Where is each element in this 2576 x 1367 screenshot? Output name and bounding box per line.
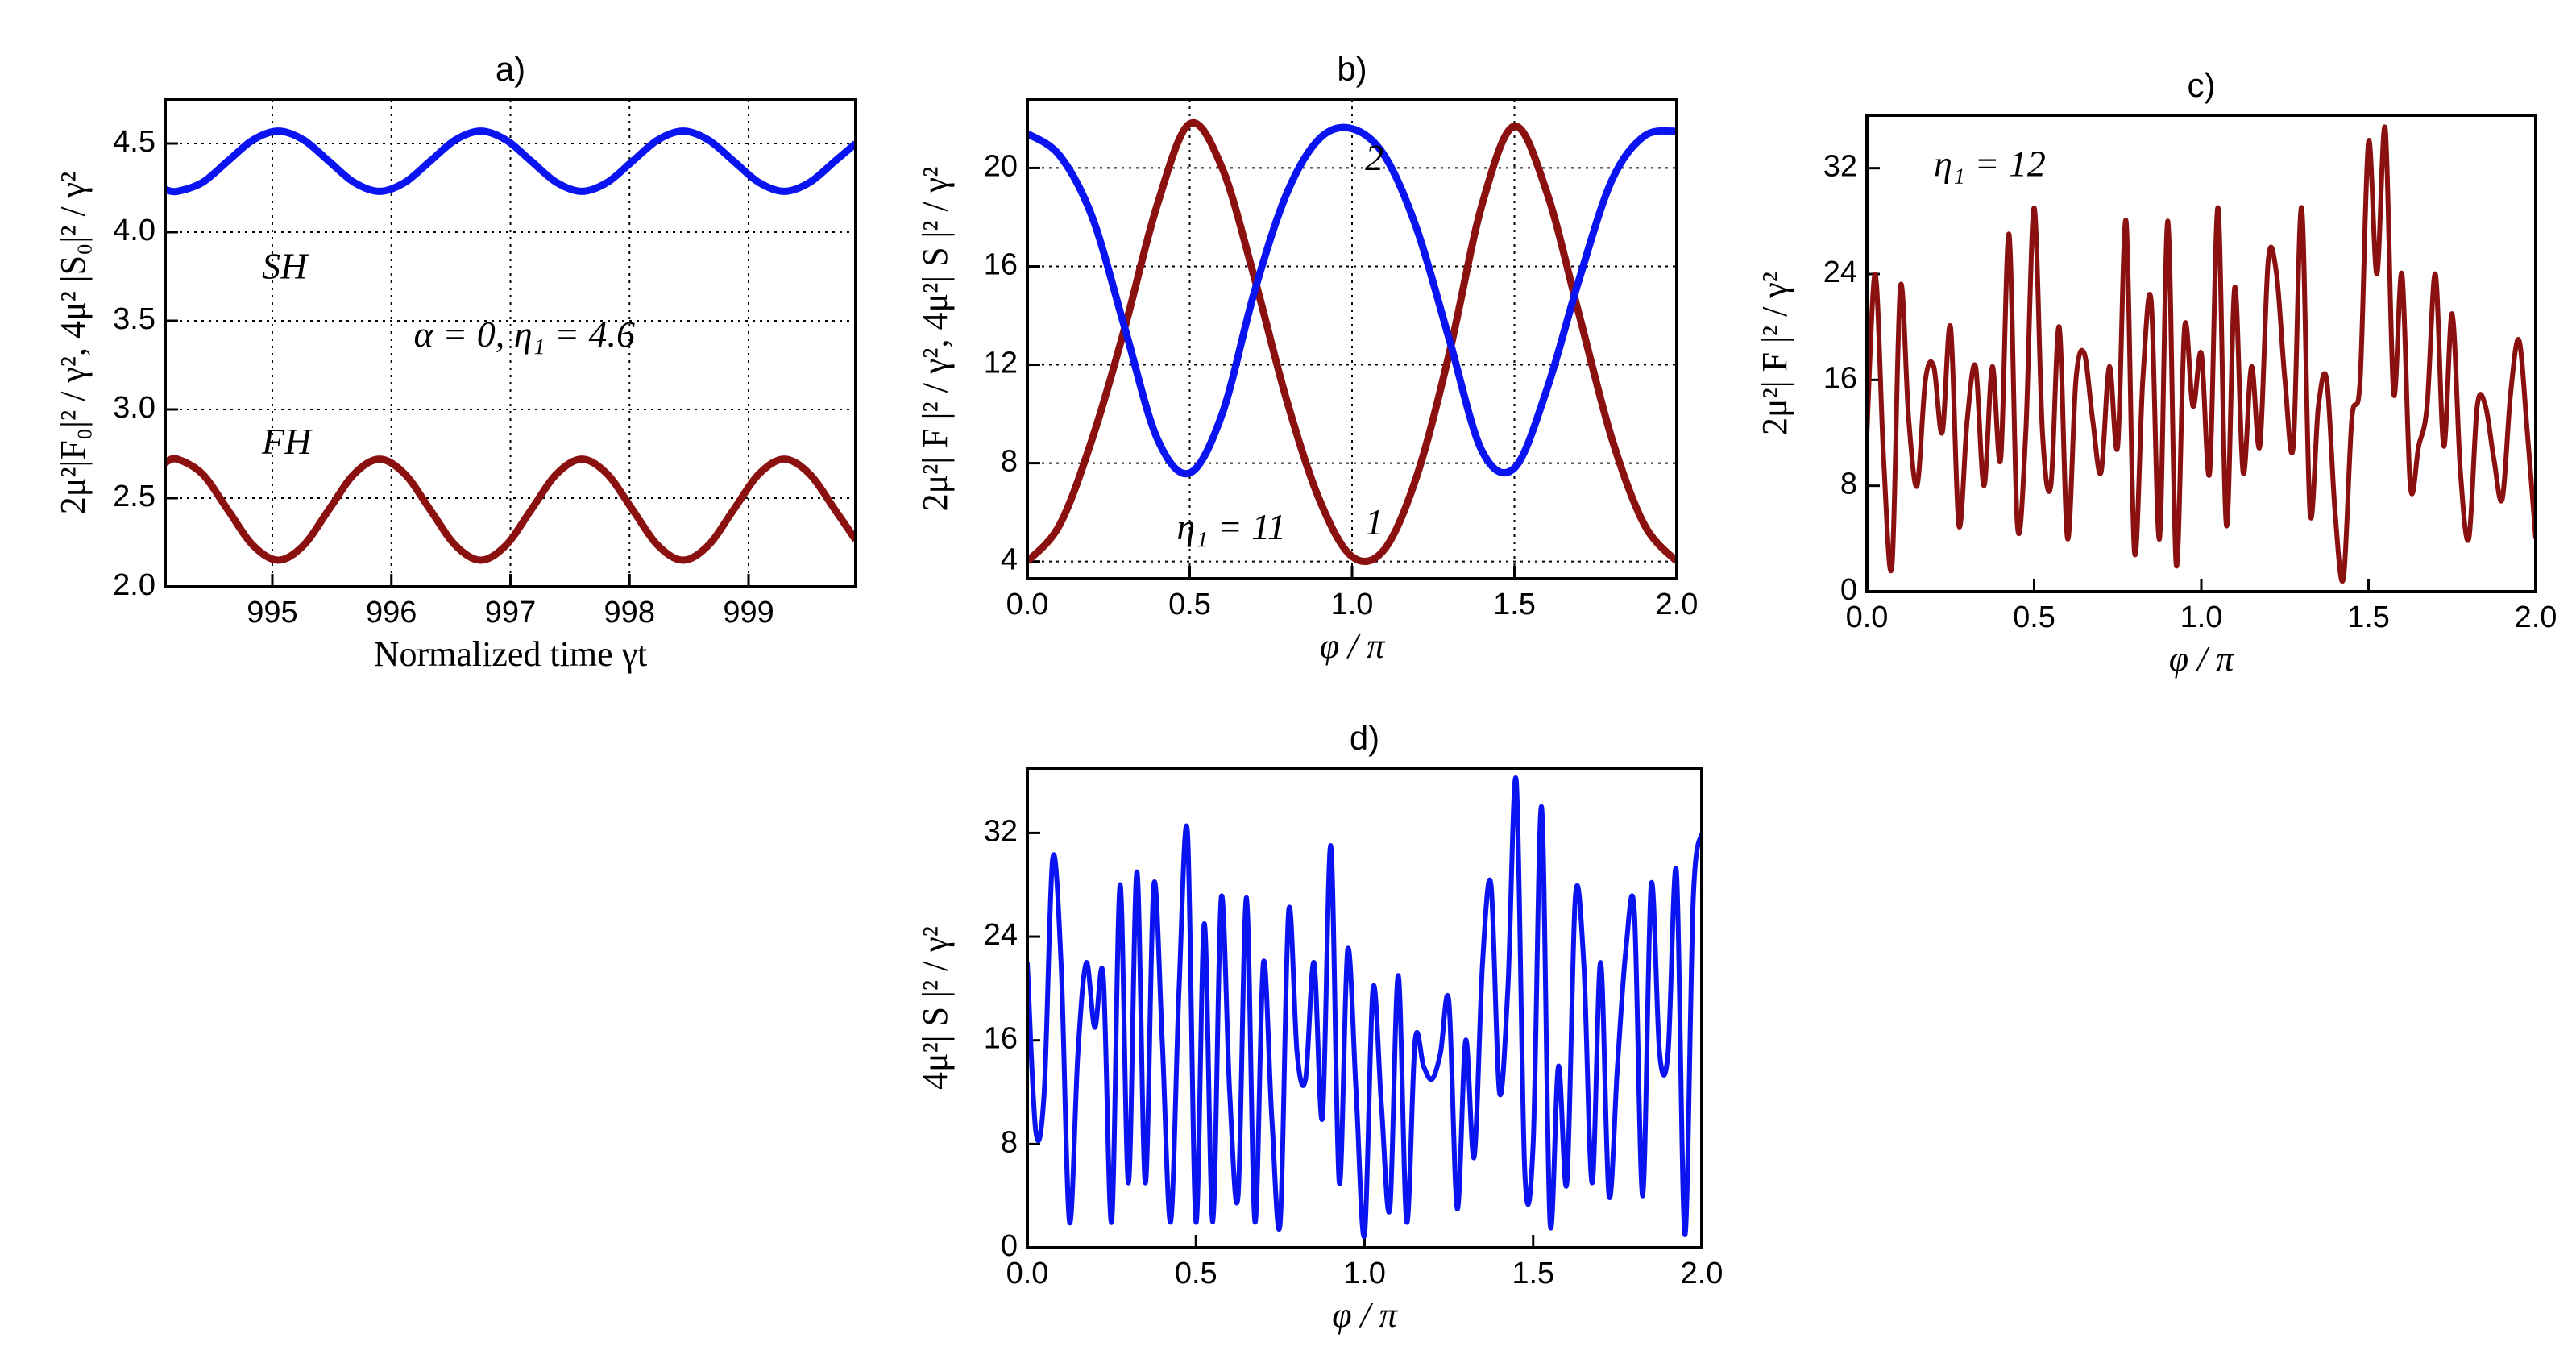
x-tick-label: 997 [485, 596, 536, 629]
data-line [1027, 118, 1677, 566]
y-tick-label: 4.0 [113, 214, 156, 247]
annotation: 2 [1365, 137, 1383, 178]
x-tick-label: 0.5 [2013, 600, 2055, 634]
x-tick-label: 999 [723, 596, 774, 629]
x-tick-label: 1.5 [1493, 588, 1536, 621]
x-tick-label: 1.0 [1343, 1257, 1386, 1290]
y-tick-label: 16 [1823, 361, 1857, 395]
y-axis-label: 4μ²| S |² / γ² [915, 926, 955, 1090]
data-line [165, 455, 856, 564]
annotation: η₁ = 11 [1176, 506, 1285, 547]
y-tick-label: 4 [1001, 543, 1018, 577]
y-tick-label: 12 [984, 347, 1018, 380]
data-line [165, 127, 856, 196]
x-tick-label: 2.0 [1681, 1257, 1724, 1290]
plot-frame [164, 98, 857, 588]
data-line [1867, 124, 2536, 584]
y-tick-label: 24 [984, 918, 1018, 952]
y-tick-label: 24 [1823, 256, 1857, 289]
y-tick-label: 8 [1001, 1125, 1018, 1159]
y-tick-label: 0 [1840, 573, 1857, 607]
annotation: 1 [1365, 501, 1383, 542]
y-axis-label: 2μ²|F₀|² / γ², 4μ² |S₀|² / γ² [53, 172, 93, 515]
plot-frame [1026, 767, 1703, 1249]
data-line [1027, 775, 1702, 1240]
annotation: FH [261, 421, 313, 462]
y-axis-label: 2μ²| F |² / γ², 4μ²| S |² / γ² [915, 167, 955, 512]
x-tick-label: 996 [366, 596, 417, 629]
x-tick-label: 0.5 [1168, 588, 1211, 621]
x-tick-label: 1.0 [2180, 600, 2223, 634]
annotation: η₁ = 12 [1934, 143, 2046, 185]
y-tick-label: 32 [984, 814, 1018, 848]
annotation: α = 0, η₁ = 4.6 [414, 314, 636, 355]
x-tick-label: 1.5 [1512, 1257, 1554, 1290]
y-tick-label: 16 [984, 1022, 1018, 1056]
data-line [1027, 123, 1677, 478]
x-tick-label: 0.0 [1846, 600, 1889, 634]
plot-frame [1026, 98, 1678, 580]
y-tick-label: 3.5 [113, 302, 156, 336]
chart-title: b) [1337, 50, 1367, 88]
plot-area [165, 127, 856, 564]
x-tick-label: 1.0 [1331, 588, 1374, 621]
x-axis-label: φ / π [2169, 639, 2236, 679]
x-tick-label: 0.0 [1006, 1257, 1049, 1290]
y-tick-label: 20 [984, 149, 1018, 183]
y-tick-label: 2.0 [113, 568, 156, 602]
y-tick-label: 32 [1823, 150, 1857, 184]
plot-area [1027, 118, 1677, 566]
x-axis-label: φ / π [1320, 626, 1387, 666]
x-tick-label: 0.0 [1006, 588, 1049, 621]
chart-title: a) [496, 50, 525, 88]
y-tick-label: 3.0 [113, 391, 156, 425]
plot-area [1867, 124, 2536, 584]
y-tick-label: 4.5 [113, 125, 156, 159]
x-axis-label: φ / π [1332, 1295, 1399, 1335]
annotation: SH [262, 245, 309, 286]
x-tick-label: 995 [247, 596, 297, 629]
x-tick-label: 0.5 [1175, 1257, 1217, 1290]
plot-area [1027, 775, 1702, 1240]
y-tick-label: 2.5 [113, 480, 156, 513]
y-tick-label: 16 [984, 248, 1018, 282]
x-tick-label: 998 [604, 596, 655, 629]
y-tick-label: 8 [1001, 445, 1018, 479]
x-tick-label: 2.0 [1656, 588, 1699, 621]
chart-title: d) [1350, 719, 1379, 757]
x-tick-label: 1.5 [2347, 600, 2390, 634]
y-tick-label: 0 [1001, 1229, 1018, 1263]
x-tick-label: 2.0 [2515, 600, 2557, 634]
y-axis-label: 2μ²| F |² / γ² [1755, 272, 1794, 435]
x-axis-label: Normalized time γt [374, 634, 648, 674]
plot-frame [1865, 114, 2537, 593]
y-tick-label: 8 [1840, 467, 1857, 501]
chart-title: c) [2188, 66, 2216, 104]
